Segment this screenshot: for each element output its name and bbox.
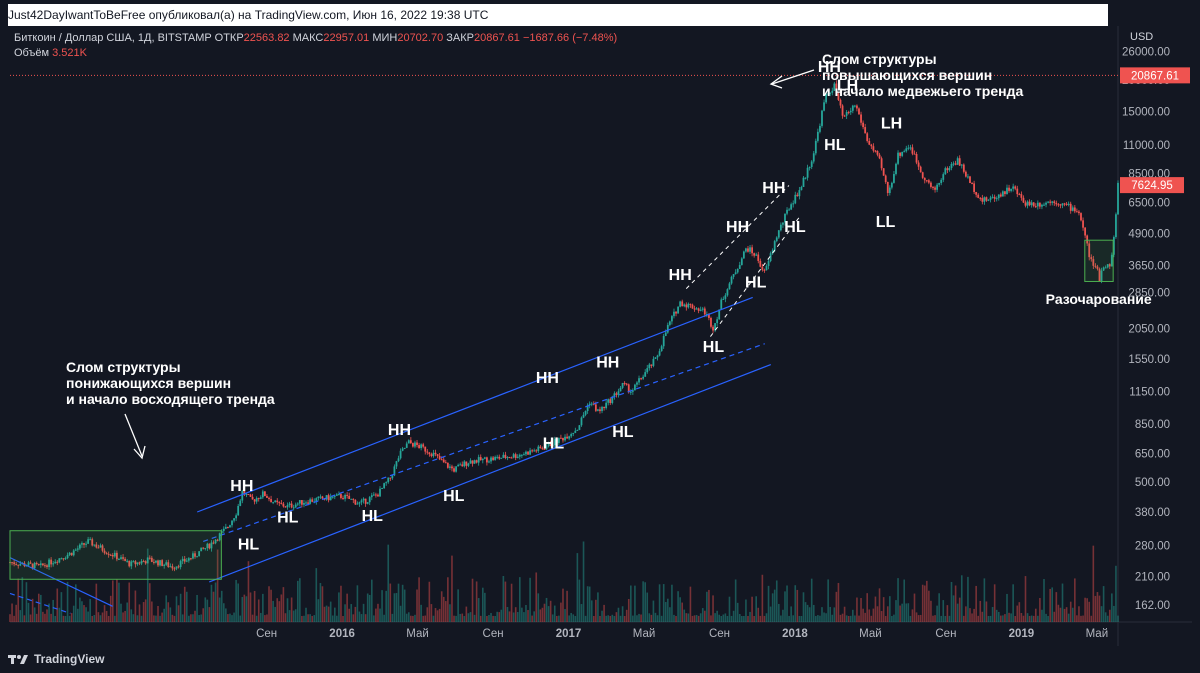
volume-value: 3.521K xyxy=(52,47,87,59)
close-label: ЗАКР xyxy=(446,32,475,44)
low-value: 20702.70 xyxy=(397,32,444,44)
open-value: 22563.82 xyxy=(243,32,290,44)
chart-legend: Биткоин / Доллар США, 1Д, BITSTAMP ОТКР2… xyxy=(14,31,617,61)
publish-header-text: Just42DayIwantToBeFree опубликовал(а) на… xyxy=(8,8,489,22)
high-value: 22957.01 xyxy=(323,32,370,44)
footer-brand-text: TradingView xyxy=(34,652,105,666)
low-label: МИН xyxy=(372,32,398,44)
open-label: ОТКР xyxy=(214,32,244,44)
chart-frame[interactable] xyxy=(8,26,1192,646)
change-value: −1687.66 (−7.48%) xyxy=(522,32,618,44)
publish-header: Just42DayIwantToBeFree опубликовал(а) на… xyxy=(8,4,1108,28)
high-label: МАКС xyxy=(292,32,324,44)
close-value: 20867.61 xyxy=(474,32,520,44)
volume-label: Объём xyxy=(14,47,50,59)
tradingview-logo-icon xyxy=(8,655,28,664)
symbol-title[interactable]: Биткоин / Доллар США, 1Д, BITSTAMP xyxy=(14,32,212,44)
footer-brand[interactable]: TradingView xyxy=(8,650,104,668)
